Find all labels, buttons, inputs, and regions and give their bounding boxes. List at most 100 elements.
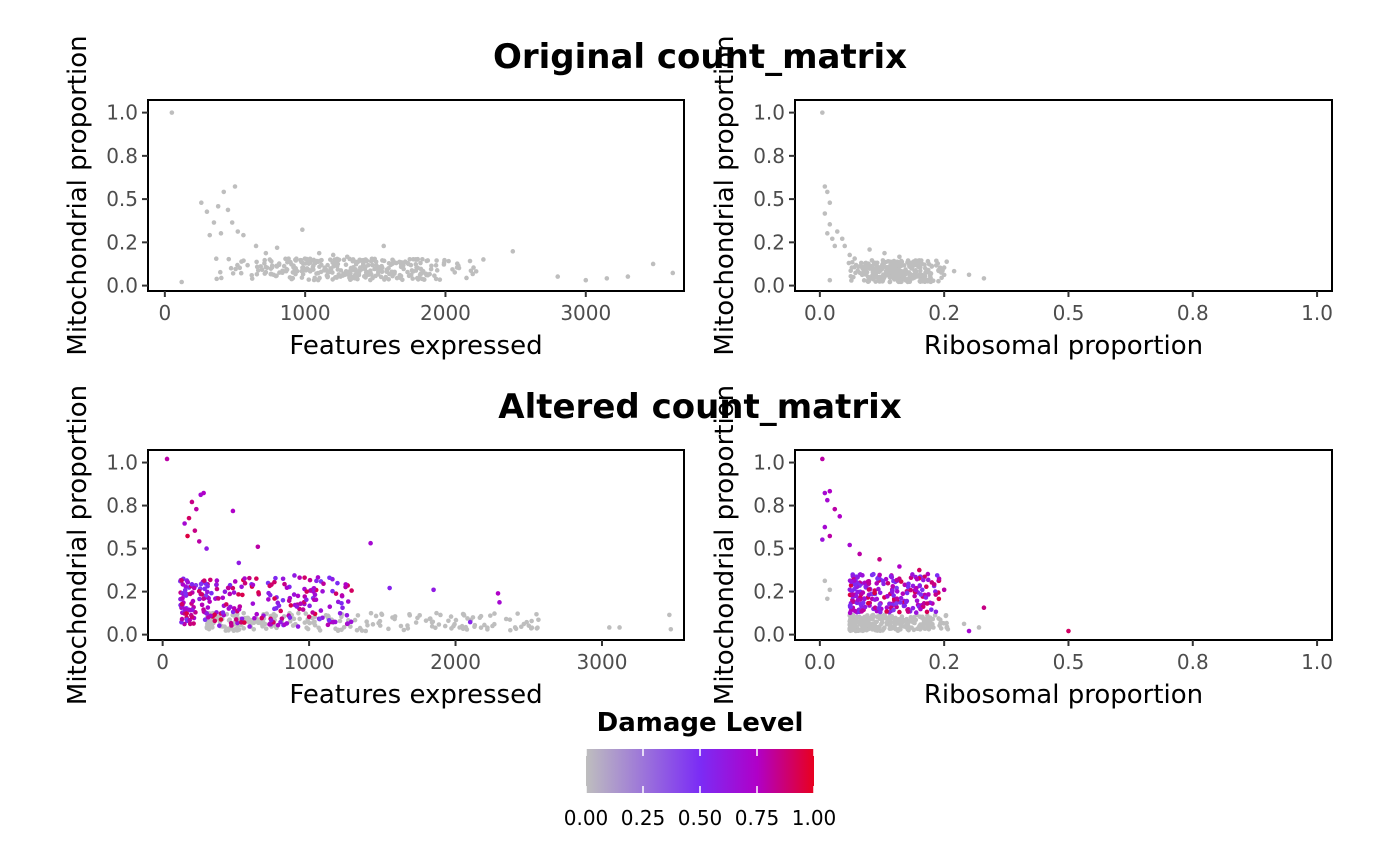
data-point	[507, 617, 513, 622]
data-point	[903, 267, 908, 272]
x-tick-label: 1.0	[1301, 301, 1333, 325]
data-point	[849, 625, 855, 631]
x-tick-label: 3000	[560, 301, 611, 325]
data-point	[861, 278, 867, 283]
data-point	[492, 611, 497, 616]
panel-frame	[794, 449, 1333, 641]
data-point	[931, 582, 937, 587]
panel-frame	[147, 449, 685, 641]
y-axis-title: Mitochondrial proportion	[63, 385, 93, 705]
data-point	[515, 611, 520, 616]
data-point	[300, 227, 305, 233]
data-point	[917, 279, 923, 284]
data-point	[363, 270, 369, 275]
data-point	[866, 592, 872, 598]
data-point	[1066, 628, 1071, 634]
data-point	[827, 533, 833, 539]
data-point	[336, 272, 342, 277]
data-point	[207, 599, 212, 604]
data-point	[205, 614, 211, 620]
data-point	[312, 275, 318, 281]
y-tick-label: 0.0	[106, 274, 138, 298]
y-tick-label: 0.0	[753, 623, 785, 647]
data-point	[229, 623, 234, 628]
data-point	[873, 274, 878, 280]
data-point	[201, 596, 206, 601]
data-point	[472, 622, 478, 628]
data-point	[922, 262, 927, 267]
data-point	[906, 627, 911, 633]
data-point	[934, 573, 940, 578]
data-point	[914, 576, 920, 582]
data-point	[529, 618, 534, 624]
data-point	[437, 277, 443, 282]
legend-ticks: 0.00 0.25 0.50 0.75 1.00	[564, 749, 836, 830]
data-point	[822, 490, 828, 496]
data-point	[920, 587, 925, 593]
data-point	[914, 273, 920, 279]
legend-colorbar	[586, 749, 814, 793]
data-point	[905, 609, 911, 614]
data-point	[354, 270, 359, 275]
panel-original-features: 0.0 0.2 0.5 0.8 1.0 0 1000 2000 3000 Features exp…	[63, 35, 685, 361]
legend-title: Damage Level	[597, 708, 804, 738]
data-point	[344, 612, 350, 618]
x-tick-label: 0.8	[1177, 301, 1209, 325]
data-point	[894, 604, 899, 610]
data-point	[353, 261, 359, 267]
data-point	[231, 590, 237, 595]
data-point	[317, 616, 322, 622]
data-point	[318, 608, 324, 613]
data-point	[335, 267, 341, 272]
data-point	[941, 587, 947, 593]
data-point	[240, 592, 245, 598]
data-point	[848, 583, 854, 588]
data-point	[315, 575, 321, 580]
data-point	[364, 619, 369, 625]
data-point	[847, 610, 853, 616]
data-point	[269, 265, 275, 270]
data-point	[900, 591, 906, 597]
data-point	[926, 261, 932, 267]
x-tick-label: 0.5	[1053, 301, 1085, 325]
y-axis-title: Mitochondrial proportion	[63, 35, 93, 355]
data-point	[254, 576, 259, 581]
data-point	[226, 628, 231, 633]
data-point	[217, 623, 222, 628]
data-point	[348, 624, 353, 629]
data-point	[852, 608, 858, 614]
data-point	[236, 592, 241, 597]
data-point	[510, 249, 516, 254]
data-point	[247, 575, 252, 581]
data-point	[185, 533, 190, 539]
x-tick-label: 3000	[577, 650, 628, 674]
row-title-altered: Altered count_matrix	[498, 387, 902, 427]
data-point	[827, 222, 833, 227]
data-point	[226, 585, 231, 591]
data-point	[315, 277, 321, 283]
data-point	[492, 621, 497, 627]
data-point	[858, 572, 863, 577]
data-point	[321, 581, 326, 587]
data-point	[852, 582, 858, 588]
data-point	[191, 585, 197, 591]
y-tick-label: 0.8	[753, 144, 785, 168]
data-point	[848, 268, 853, 274]
data-point	[386, 260, 392, 266]
data-point	[925, 624, 931, 630]
data-point	[386, 276, 391, 282]
data-point	[895, 621, 901, 626]
data-point	[194, 506, 199, 512]
data-point	[254, 611, 260, 617]
data-point	[241, 610, 246, 616]
data-point	[457, 625, 462, 630]
data-point	[232, 184, 238, 189]
data-point	[925, 571, 931, 577]
data-point	[450, 267, 455, 272]
data-point	[935, 261, 941, 266]
data-point	[433, 625, 438, 631]
data-point	[855, 268, 861, 273]
data-point	[233, 617, 239, 622]
data-point	[239, 616, 245, 622]
data-point	[345, 599, 351, 604]
